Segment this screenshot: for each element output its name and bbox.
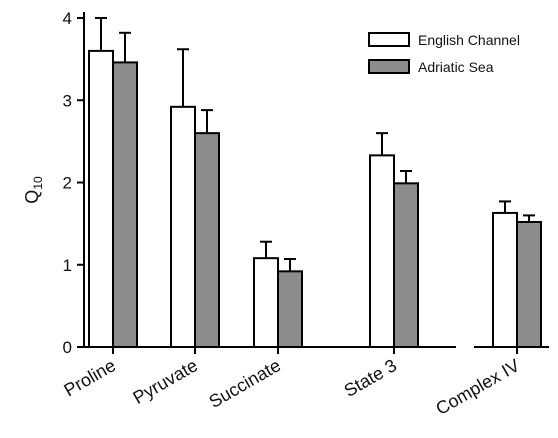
bar-group-succinate (253, 240, 303, 349)
category-label-proline: Proline (60, 355, 119, 400)
bar-group-complex-iv (492, 200, 542, 348)
bar-series-group (88, 17, 542, 349)
bar-english-channel (492, 211, 518, 348)
legend-item-adriatic-sea: Adriatic Sea (368, 59, 494, 75)
legend-swatch-english-channel (368, 32, 410, 47)
category-label-state-3: State 3 (341, 355, 400, 401)
legend: English Channel Adriatic Sea (368, 32, 520, 75)
y-tick-label: 4 (63, 9, 72, 28)
legend-label-adriatic-sea: Adriatic Sea (418, 59, 494, 75)
bar-adriatic-sea (277, 270, 303, 348)
category-labels: Proline Pyruvate Succinate State 3 Complex I… (60, 355, 523, 419)
bar-english-channel (88, 49, 114, 349)
bar-group-state-3 (369, 132, 419, 348)
y-tick-label: 1 (63, 256, 72, 275)
y-axis-title: Q10 (22, 176, 45, 204)
bar-adriatic-sea (112, 61, 138, 348)
legend-item-english-channel: English Channel (368, 32, 520, 48)
bar-english-channel (369, 154, 395, 348)
y-axis: 0 1 2 3 4 (63, 9, 85, 357)
bar-english-channel (170, 105, 196, 348)
y-axis-title-main: Q (22, 190, 42, 204)
x-axis (84, 346, 549, 354)
category-label-succinate: Succinate (206, 355, 284, 412)
bar-english-channel (253, 257, 279, 349)
bar-group-pyruvate (170, 48, 220, 348)
bar-adriatic-sea (194, 132, 220, 348)
category-label-pyruvate: Pyruvate (129, 355, 201, 408)
legend-swatch-adriatic-sea (368, 59, 410, 74)
y-tick-label: 0 (63, 338, 72, 357)
y-tick-label: 3 (63, 91, 72, 110)
y-axis-title-subscript: 10 (31, 176, 45, 190)
category-label-complex-iv: Complex IV (432, 355, 523, 419)
bar-adriatic-sea (516, 220, 542, 348)
y-tick-label: 2 (63, 174, 72, 193)
bar-adriatic-sea (393, 182, 419, 348)
bar-group-proline (88, 17, 138, 349)
legend-label-english-channel: English Channel (418, 32, 520, 48)
